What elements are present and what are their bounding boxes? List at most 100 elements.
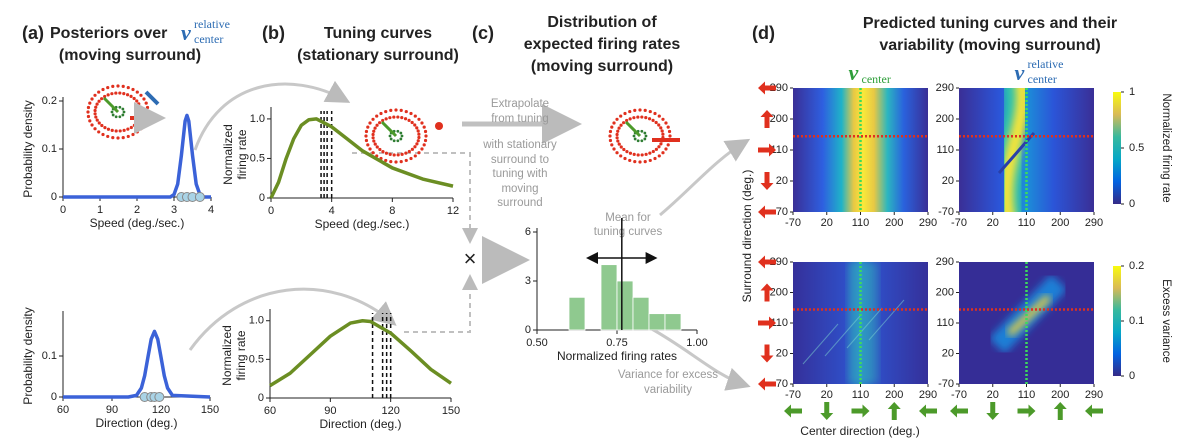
y-axis-label: Probability density <box>21 100 35 197</box>
center-arrow <box>626 122 640 136</box>
surround-dot <box>620 145 623 148</box>
surround-dot <box>609 139 612 142</box>
relative-arrow <box>146 92 158 104</box>
surround-dot <box>106 135 109 138</box>
figure: (a) Posteriors over v relative center (m… <box>0 0 1177 447</box>
surround-dot <box>644 109 647 112</box>
center-dot <box>121 114 124 117</box>
direction-icon <box>1054 402 1067 420</box>
x-axis-label: Direction (deg.) <box>319 417 401 431</box>
surround-dot <box>417 118 420 121</box>
surround-dot <box>118 91 121 94</box>
variable: v <box>181 20 191 45</box>
x-tick-label: 110 <box>852 217 870 229</box>
direction-icon <box>1018 405 1036 418</box>
surround-dot <box>659 126 662 129</box>
y-tick-label: 6 <box>525 226 531 238</box>
surround-dot <box>372 130 375 133</box>
surround-dot <box>375 114 378 117</box>
surround-dot <box>87 106 90 109</box>
x-tick-label: 290 <box>919 217 937 229</box>
surround-dot <box>87 115 90 118</box>
x-tick-label: 120 <box>381 405 399 417</box>
direction-icon <box>852 405 870 418</box>
heat-band <box>848 262 878 384</box>
y-tick-label: 200 <box>936 286 954 298</box>
surround-dot <box>629 152 632 155</box>
y-tick-label: 200 <box>936 113 954 125</box>
surround-dot <box>385 152 388 155</box>
surround-dot <box>610 126 613 129</box>
x-tick-label: 290 <box>919 389 937 401</box>
center-dot <box>643 138 646 141</box>
y-tick-label: 0 <box>259 192 265 204</box>
surround-dot <box>667 126 670 129</box>
surround-dot <box>420 147 423 150</box>
surround-dot <box>371 118 374 121</box>
y-tick-label: 1.0 <box>249 315 264 327</box>
colorbar-tick-label: 0 <box>1129 370 1135 382</box>
surround-dot <box>116 84 119 87</box>
surround-dot <box>114 91 117 94</box>
surround-dot <box>94 106 97 109</box>
panel-title: Predicted tuning curves and their <box>863 15 1117 32</box>
surround-dot <box>619 124 622 127</box>
surround-dot <box>608 134 611 137</box>
y-tick-label: 110 <box>936 144 954 156</box>
surround-dot <box>615 133 618 136</box>
direction-icon <box>888 402 901 420</box>
surround-dot <box>417 129 420 132</box>
surround-dot <box>415 126 418 129</box>
panel-title: (stationary surround) <box>297 47 459 64</box>
direction-icon <box>986 402 999 420</box>
surround-dot <box>625 150 628 153</box>
surround-dot <box>622 121 625 124</box>
surround-dot <box>96 119 99 122</box>
surround-dot <box>97 90 100 93</box>
y-tick-label: 0 <box>51 391 57 403</box>
x-tick-label: 0 <box>60 204 66 216</box>
x-tick-label: 150 <box>201 404 219 416</box>
surround-dot <box>131 88 134 91</box>
x-tick-label: 12 <box>447 205 459 217</box>
surround-dot <box>90 123 93 126</box>
annotation: surround <box>497 197 542 209</box>
surround-dot <box>364 134 367 137</box>
surround-dot <box>424 130 427 133</box>
x-tick-label: 2 <box>134 204 140 216</box>
surround-dot <box>633 160 636 163</box>
center-dot <box>643 132 646 135</box>
surround-dot <box>401 153 404 156</box>
curve <box>270 321 451 386</box>
surround-dot <box>632 116 635 119</box>
x-tick-label: 0.50 <box>526 337 547 349</box>
direction-icon <box>761 172 774 190</box>
surround-dot <box>373 126 376 129</box>
surround-dot <box>617 126 620 129</box>
center-dot <box>399 138 402 141</box>
y-tick-label: -70 <box>938 378 954 390</box>
annotation: with stationary <box>482 139 557 151</box>
surround-dot <box>658 154 661 157</box>
surround-dot <box>652 150 655 153</box>
y-axis-label: firing rate <box>235 129 249 179</box>
panel-label: (c) <box>472 23 494 43</box>
x-tick-label: 0 <box>268 205 274 217</box>
surround-dot <box>122 85 125 88</box>
surround-dot <box>374 143 377 146</box>
surround-dot <box>107 93 110 96</box>
colorbar <box>1113 92 1121 204</box>
surround-dot <box>111 136 114 139</box>
surround-dot <box>136 130 139 133</box>
y-tick-label: 20 <box>942 175 954 187</box>
surround-dot <box>633 109 636 112</box>
center-dot <box>633 135 636 138</box>
x-tick-label: 90 <box>106 404 118 416</box>
center-dot <box>118 106 121 109</box>
y-tick-label: 0.1 <box>42 350 57 362</box>
surround-dot <box>139 94 142 97</box>
surround-dot <box>404 117 407 120</box>
surround-dot <box>612 121 615 124</box>
annotation: Mean for <box>605 212 651 224</box>
panel-label: (d) <box>752 23 775 43</box>
